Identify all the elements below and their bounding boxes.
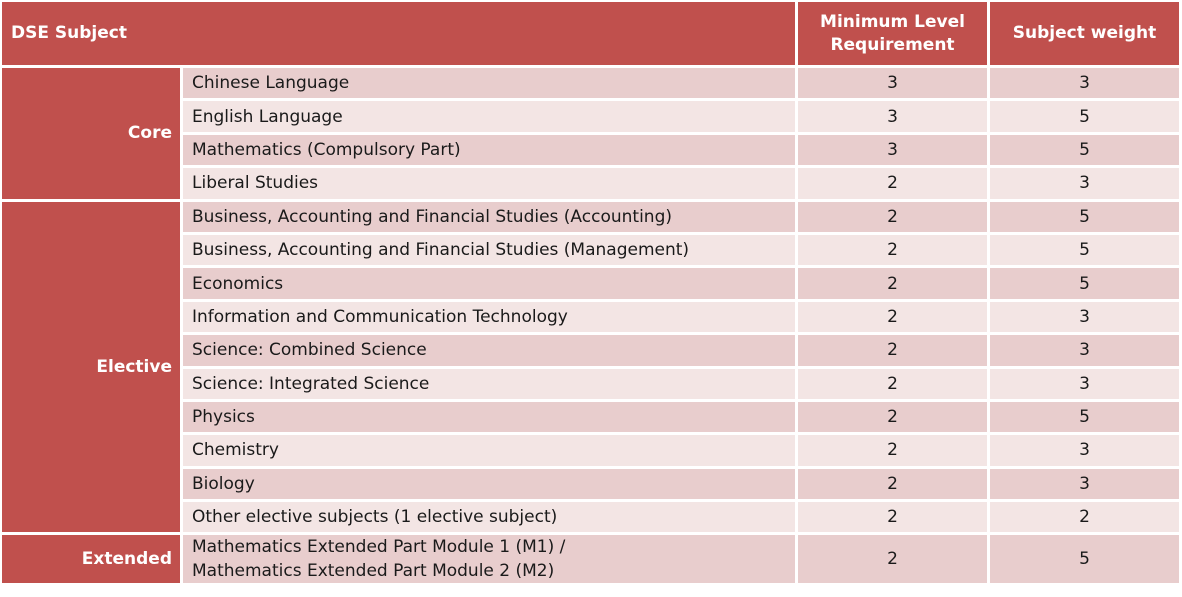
subject-cell: Biology — [183, 468, 795, 500]
min-level-cell: 2 — [798, 502, 987, 533]
table-row: Elective Business, Accounting and Financ… — [2, 201, 1179, 533]
weight-cell: 3 — [990, 368, 1179, 399]
subject-cell: Mathematics (Compulsory Part) — [183, 134, 795, 166]
weight-cell: 3 — [990, 168, 1179, 199]
category-elective: Elective — [2, 201, 180, 533]
subject-cell-two-line: Mathematics Extended Part Module 1 (M1) … — [183, 535, 795, 584]
table-row: Mathematics (Compulsory Part) 3 5 — [2, 134, 1179, 166]
table-row: Science: Combined Science 2 3 — [2, 335, 1179, 366]
weight-cell: 5 — [990, 201, 1179, 232]
min-level-cell: 2 — [798, 301, 987, 333]
table-row: Physics 2 5 — [2, 401, 1179, 433]
subject-cell: Other elective subjects (1 elective subj… — [183, 502, 795, 533]
table-row: Business, Accounting and Financial Studi… — [2, 234, 1179, 266]
category-extended: Extended — [2, 535, 180, 584]
min-level-cell: 2 — [798, 168, 987, 199]
weight-cell: 5 — [990, 234, 1179, 266]
weight-cell: 5 — [990, 134, 1179, 166]
subject-cell: Science: Integrated Science — [183, 368, 795, 399]
subject-line-2: Mathematics Extended Part Module 2 (M2) — [192, 561, 555, 582]
weight-cell: 2 — [990, 502, 1179, 533]
weight-cell: 5 — [990, 101, 1179, 132]
min-level-cell: 3 — [798, 101, 987, 132]
min-level-cell: 3 — [798, 134, 987, 166]
header-subject-weight: Subject weight — [990, 2, 1179, 65]
header-row: DSE Subject Minimum Level Requirement Su… — [2, 2, 1179, 65]
weight-cell: 3 — [990, 68, 1179, 99]
subject-cell: English Language — [183, 101, 795, 132]
subject-cell: Information and Communication Technology — [183, 301, 795, 333]
min-level-cell: 2 — [798, 435, 987, 466]
table-row: English Language 3 5 — [2, 101, 1179, 132]
min-level-cell: 2 — [798, 335, 987, 366]
table-row: Information and Communication Technology… — [2, 301, 1179, 333]
subject-cell: Economics — [183, 268, 795, 299]
table-row: Extended Mathematics Extended Part Modul… — [2, 535, 1179, 584]
weight-cell: 3 — [990, 301, 1179, 333]
subject-cell: Business, Accounting and Financial Studi… — [183, 201, 795, 232]
subject-cell: Physics — [183, 401, 795, 433]
subject-cell: Liberal Studies — [183, 168, 795, 199]
table-row: Economics 2 5 — [2, 268, 1179, 299]
weight-cell: 3 — [990, 435, 1179, 466]
min-level-cell: 2 — [798, 201, 987, 232]
category-core: Core — [2, 68, 180, 199]
subject-requirements-table-container: DSE Subject Minimum Level Requirement Su… — [2, 2, 1179, 584]
subject-line-1: Mathematics Extended Part Module 1 (M1) … — [192, 537, 566, 558]
subject-cell: Science: Combined Science — [183, 335, 795, 366]
min-level-cell: 2 — [798, 368, 987, 399]
min-level-cell: 3 — [798, 68, 987, 99]
header-dse-subject: DSE Subject — [2, 2, 795, 65]
weight-cell: 3 — [990, 335, 1179, 366]
min-level-cell: 2 — [798, 401, 987, 433]
subject-cell: Chemistry — [183, 435, 795, 466]
header-minimum-level: Minimum Level Requirement — [798, 2, 987, 65]
table-row: Chemistry 2 3 — [2, 435, 1179, 466]
subject-cell: Business, Accounting and Financial Studi… — [183, 234, 795, 266]
min-level-cell: 2 — [798, 468, 987, 500]
table-row: Liberal Studies 2 3 — [2, 168, 1179, 199]
table-row: Other elective subjects (1 elective subj… — [2, 502, 1179, 533]
min-level-cell: 2 — [798, 535, 987, 584]
min-level-cell: 2 — [798, 268, 987, 299]
weight-cell: 3 — [990, 468, 1179, 500]
table-row: Biology 2 3 — [2, 468, 1179, 500]
weight-cell: 5 — [990, 535, 1179, 584]
min-level-cell: 2 — [798, 234, 987, 266]
table-row: Core Chinese Language 3 3 — [2, 68, 1179, 199]
subject-cell: Chinese Language — [183, 68, 795, 99]
table-row: Science: Integrated Science 2 3 — [2, 368, 1179, 399]
weight-cell: 5 — [990, 268, 1179, 299]
weight-cell: 5 — [990, 401, 1179, 433]
